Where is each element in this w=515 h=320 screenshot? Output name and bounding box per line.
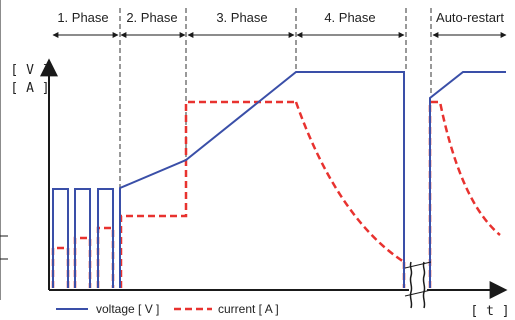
current-phase-4-decay [294, 101, 405, 264]
voltage-pulses-phase-1 [52, 188, 114, 288]
legend-voltage-label: voltage [ V ] [96, 302, 159, 316]
phase-1-label: 1. Phase [57, 10, 108, 25]
phase-3-label: 3. Phase [216, 10, 267, 25]
phase-dividers [119, 8, 432, 188]
current-auto-restart [428, 100, 501, 288]
voltage-phase-2-4 [119, 71, 405, 288]
voltage-trace [52, 71, 506, 288]
axis-break-marks [404, 261, 432, 309]
page-frame-marks [0, 0, 8, 300]
y-axis-label-voltage: [ V ] [10, 63, 49, 78]
x-axis-label: [ t ] [470, 304, 509, 319]
y-axis-label-current: [ A ] [10, 81, 49, 96]
current-pulses-phase-1 [51, 226, 115, 288]
legend-current-label: current [ A ] [218, 302, 279, 316]
axes [40, 58, 508, 299]
auto-restart-label: Auto-restart [436, 10, 504, 25]
voltage-auto-restart [429, 71, 506, 288]
phase-4-label: 4. Phase [324, 10, 375, 25]
current-phase-2-3 [119, 100, 296, 288]
legend: voltage [ V ] current [ A ] [56, 302, 279, 316]
phase-2-label: 2. Phase [126, 10, 177, 25]
